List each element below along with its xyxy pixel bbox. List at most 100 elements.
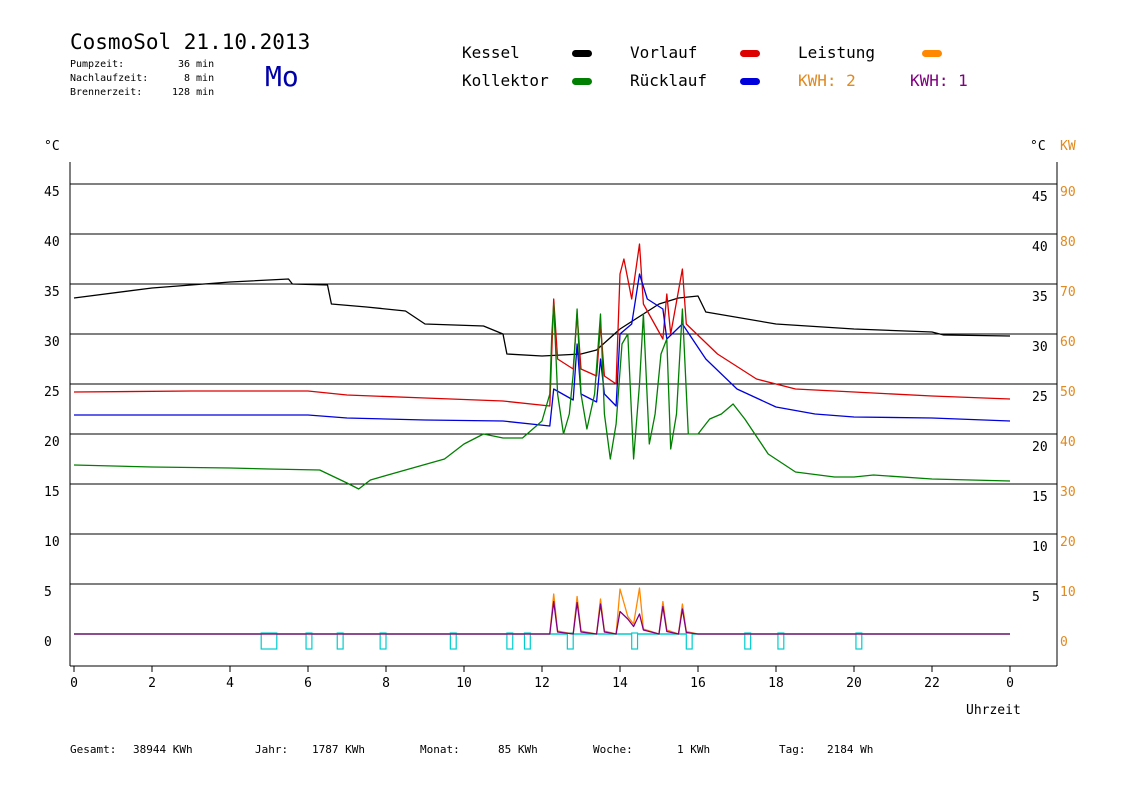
series-line-kollektor xyxy=(73,303,1011,490)
x-tick-3: 6 xyxy=(304,676,312,691)
pump-event-12 xyxy=(855,632,863,650)
info-label: Brennerzeit: xyxy=(70,87,143,98)
y-tick-left-45: 45 xyxy=(44,185,60,200)
y-tick-left-35: 35 xyxy=(44,285,60,300)
info-value: 36 min xyxy=(178,59,215,70)
kw-unit-label: KW xyxy=(1060,139,1076,154)
legend-kollektor: Kollektor xyxy=(462,71,549,90)
total-gesamt: Gesamt: 38944 KWh xyxy=(70,743,193,756)
series-line-leistung xyxy=(74,587,1010,635)
x-tick-5: 10 xyxy=(456,676,472,691)
total-label: Tag: xyxy=(779,743,806,756)
y-tick-left-20: 20 xyxy=(44,435,60,450)
legend-swatch-leistung xyxy=(922,50,942,57)
y-tick-right-45: 45 xyxy=(1032,190,1048,205)
y-tick-left-10: 10 xyxy=(44,535,60,550)
total-value: 85 KWh xyxy=(498,743,538,756)
axis-labels: °C °C KW Uhrzeit 45403530252015105045403… xyxy=(44,139,1076,718)
x-tick-1: 2 xyxy=(148,676,156,691)
pump-event-2 xyxy=(336,632,344,650)
x-tick-2: 4 xyxy=(226,676,234,691)
x-tick-11: 22 xyxy=(924,676,940,691)
series-line-kwh-1 xyxy=(74,600,1010,635)
pump-event-8 xyxy=(631,632,639,650)
kw-tick-0: 0 xyxy=(1060,635,1068,650)
grid-lines xyxy=(70,183,1057,672)
x-tick-6: 12 xyxy=(534,676,550,691)
x-tick-9: 18 xyxy=(768,676,784,691)
total-label: Jahr: xyxy=(255,743,289,756)
y-tick-right-35: 35 xyxy=(1032,290,1048,305)
y-tick-left-0: 0 xyxy=(44,635,52,650)
x-tick-12: 0 xyxy=(1006,676,1014,691)
y-tick-left-40: 40 xyxy=(44,235,60,250)
series-lines xyxy=(73,243,1011,635)
pump-event-6 xyxy=(523,632,531,650)
pump-event-11 xyxy=(777,632,785,650)
y-tick-right-15: 15 xyxy=(1032,490,1048,505)
total-jahr: Jahr: 1787 KWh xyxy=(255,743,365,756)
series-line-kessel xyxy=(73,278,1011,357)
total-value: 38944 KWh xyxy=(133,743,193,756)
y-tick-right-5: 5 xyxy=(1032,590,1040,605)
info-label: Pumpzeit: xyxy=(70,59,125,70)
kw-tick-50: 50 xyxy=(1060,385,1076,400)
x-tick-0: 0 xyxy=(70,676,78,691)
pump-event-7 xyxy=(566,632,574,650)
pump-events xyxy=(74,632,1010,650)
kw-tick-70: 70 xyxy=(1060,285,1076,300)
legend-swatch-kollektor xyxy=(572,78,592,85)
y-tick-left-5: 5 xyxy=(44,585,52,600)
total-label: Woche: xyxy=(593,743,633,756)
info-nachlaufzeit: Nachlaufzeit: 8 min xyxy=(70,72,214,86)
y-tick-right-25: 25 xyxy=(1032,390,1048,405)
y-tick-left-30: 30 xyxy=(44,335,60,350)
axes xyxy=(69,162,1058,667)
y-tick-right-10: 10 xyxy=(1032,540,1048,555)
y-tick-left-15: 15 xyxy=(44,485,60,500)
total-value: 2184 Wh xyxy=(827,743,874,756)
kw-tick-20: 20 xyxy=(1060,535,1076,550)
total-monat: Monat: 85 KWh xyxy=(420,743,538,756)
pump-event-0 xyxy=(260,632,278,650)
y-tick-right-30: 30 xyxy=(1032,340,1048,355)
info-value: 128 min xyxy=(172,87,215,98)
pump-event-3 xyxy=(379,632,387,650)
pump-event-9 xyxy=(685,632,693,650)
pump-event-4 xyxy=(449,632,457,650)
kwh-1-label: KWH: 1 xyxy=(910,71,968,90)
kw-tick-30: 30 xyxy=(1060,485,1076,500)
total-woche: Woche: 1 KWh xyxy=(593,743,710,756)
kw-tick-10: 10 xyxy=(1060,585,1076,600)
info-value: 8 min xyxy=(184,73,215,84)
legend-swatch-kessel xyxy=(572,50,592,57)
kw-tick-80: 80 xyxy=(1060,235,1076,250)
kw-tick-60: 60 xyxy=(1060,335,1076,350)
y-tick-right-40: 40 xyxy=(1032,240,1048,255)
x-tick-8: 16 xyxy=(690,676,706,691)
legend-vorlauf: Vorlauf xyxy=(630,43,698,62)
kw-tick-40: 40 xyxy=(1060,435,1076,450)
info-label: Nachlaufzeit: xyxy=(70,73,149,84)
total-label: Monat: xyxy=(420,743,460,756)
chart-title: CosmoSol 21.10.2013 xyxy=(70,30,311,54)
weekday-label: Mo xyxy=(265,60,299,93)
legend-ruecklauf: Rücklauf xyxy=(630,71,708,90)
pump-event-1 xyxy=(305,632,313,650)
total-value: 1 KWh xyxy=(677,743,711,756)
right-unit-label: °C xyxy=(1030,139,1046,154)
info-brennerzeit: Brennerzeit: 128 min xyxy=(70,86,214,100)
legend-leistung: Leistung xyxy=(798,43,876,62)
x-tick-7: 14 xyxy=(612,676,628,691)
total-label: Gesamt: xyxy=(70,743,117,756)
left-unit-label: °C xyxy=(44,139,60,154)
series-line-r-cklauf xyxy=(74,273,1011,427)
x-axis-label: Uhrzeit xyxy=(966,703,1021,718)
pump-event-5 xyxy=(506,632,514,650)
legend-swatch-vorlauf xyxy=(740,50,760,57)
total-value: 1787 KWh xyxy=(312,743,365,756)
y-tick-left-25: 25 xyxy=(44,385,60,400)
legend-swatch-ruecklauf xyxy=(740,78,760,85)
total-tag: Tag: 2184 Wh xyxy=(779,743,873,756)
